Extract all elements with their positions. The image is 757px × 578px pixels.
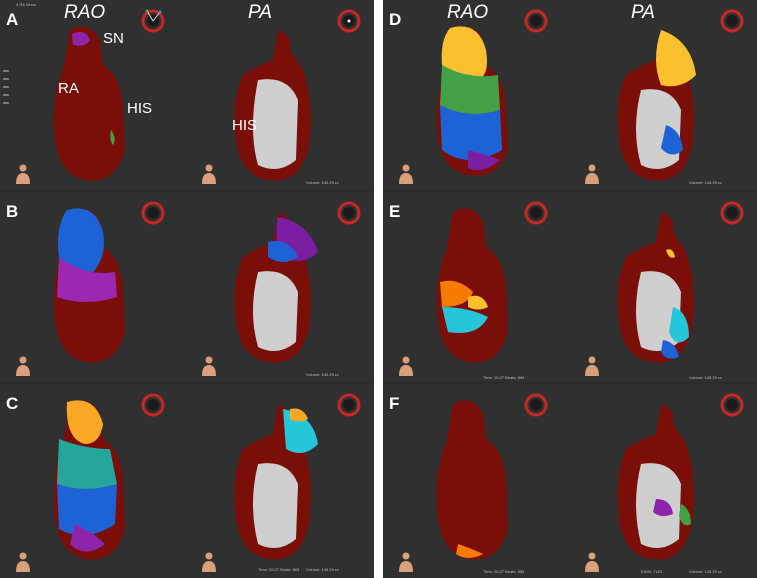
orientation-compass-icon[interactable] <box>523 8 549 34</box>
map-label: 3 RA Sinus <box>16 2 36 7</box>
panel-e-rao-view[interactable]: E Time: 10:27 Beats: 884 <box>383 192 569 382</box>
ewm-readout: EWM: 7120 <box>641 569 662 574</box>
torso-avatar-icon[interactable] <box>14 356 32 376</box>
view-label-pa: PA <box>248 2 272 23</box>
anatomy-label-his: HIS <box>232 117 258 134</box>
volume-readout: Volume: 145.29 cc <box>689 569 722 574</box>
panel-f: F Time: 20:27 Beats: 883 <box>383 384 757 578</box>
torso-avatar-icon[interactable] <box>583 356 601 376</box>
left-column: A RAO 3 RA Sinus SN RA HIS <box>0 0 374 578</box>
torso-avatar-icon[interactable] <box>14 552 32 572</box>
panel-f-rao-view[interactable]: F Time: 20:27 Beats: 883 <box>383 384 569 578</box>
panel-letter: A <box>6 10 19 29</box>
panel-e: E Time: 10:27 Beats: 884 <box>383 192 757 382</box>
view-label-pa: PA <box>631 2 655 23</box>
panel-b-rao-view[interactable]: B <box>0 192 186 382</box>
atrial-map-3d[interactable] <box>428 202 518 372</box>
time-readout: Time: 10:27 Beats: 884 <box>483 375 525 380</box>
panel-letter: F <box>389 394 400 413</box>
panel-c: C <box>0 384 374 578</box>
orientation-compass-icon[interactable] <box>523 200 549 226</box>
torso-avatar-icon[interactable] <box>397 164 415 184</box>
anatomy-label-ra: RA <box>58 80 79 97</box>
torso-avatar-icon[interactable] <box>14 164 32 184</box>
atrial-map-3d[interactable] <box>611 212 711 372</box>
torso-avatar-icon[interactable] <box>583 164 601 184</box>
panel-a-rao-view[interactable]: A RAO 3 RA Sinus SN RA HIS <box>0 0 186 190</box>
atrial-map-3d[interactable] <box>228 212 328 372</box>
atrial-map-3d[interactable] <box>428 394 518 569</box>
panel-f-pa-view[interactable]: EWM: 7120 Volume: 145.29 cc <box>571 384 757 578</box>
orientation-compass-icon[interactable] <box>140 392 166 418</box>
orientation-compass-icon[interactable] <box>336 392 362 418</box>
torso-avatar-icon[interactable] <box>583 552 601 572</box>
panel-b: B <box>0 192 374 382</box>
torso-avatar-icon[interactable] <box>200 356 218 376</box>
atrial-map-3d[interactable] <box>228 30 318 190</box>
view-label-rao: RAO <box>64 2 106 23</box>
atrial-map-3d[interactable] <box>228 404 328 569</box>
torso-avatar-icon[interactable] <box>397 356 415 376</box>
orientation-compass-icon[interactable] <box>719 392 745 418</box>
orientation-compass-icon[interactable] <box>140 8 166 34</box>
panel-d: D RAO PA <box>383 0 757 190</box>
panel-c-pa-view[interactable]: Time: 20:27 Beats: 883 Volume: 145.29 cc <box>188 384 374 578</box>
orientation-compass-icon[interactable] <box>719 200 745 226</box>
view-label-rao: RAO <box>447 2 489 23</box>
torso-avatar-icon[interactable] <box>200 164 218 184</box>
atrial-map-3d[interactable] <box>428 20 518 185</box>
volume-readout: Volume: 145.29 cc <box>689 375 722 380</box>
right-column: D RAO PA <box>383 0 757 578</box>
panel-letter: B <box>6 202 19 221</box>
orientation-compass-icon[interactable] <box>336 200 362 226</box>
panel-b-pa-view[interactable]: Volume: 145.29 cc <box>188 192 374 382</box>
depth-scale <box>3 70 13 110</box>
torso-avatar-icon[interactable] <box>200 552 218 572</box>
volume-readout: Volume: 145.29 cc <box>306 180 339 185</box>
volume-readout: Volume: 145.29 cc <box>306 372 339 377</box>
orientation-compass-icon[interactable] <box>336 8 362 34</box>
atrial-map-3d[interactable] <box>45 20 135 190</box>
panel-letter: D <box>389 10 402 29</box>
volume-readout: Volume: 145.29 cc <box>689 180 722 185</box>
panel-e-pa-view[interactable]: Volume: 145.29 cc <box>571 192 757 382</box>
anatomy-label-sn: SN <box>103 30 124 47</box>
anatomy-label-his: HIS <box>127 100 153 117</box>
atrial-map-3d[interactable] <box>611 30 711 190</box>
panel-d-rao-view[interactable]: D RAO <box>383 0 569 190</box>
panel-d-pa-view[interactable]: PA Volume: 145.29 cc <box>571 0 757 190</box>
orientation-compass-icon[interactable] <box>523 392 549 418</box>
orientation-compass-icon[interactable] <box>719 8 745 34</box>
torso-avatar-icon[interactable] <box>397 552 415 572</box>
panel-a: A RAO 3 RA Sinus SN RA HIS <box>0 0 374 190</box>
atrial-map-3d[interactable] <box>45 394 135 569</box>
atrial-map-3d[interactable] <box>611 404 711 569</box>
panel-letter: E <box>389 202 401 221</box>
panel-letter: C <box>6 394 19 413</box>
time-readout: Time: 20:27 Beats: 883 <box>258 567 300 572</box>
volume-readout: Volume: 145.29 cc <box>306 567 339 572</box>
panel-a-pa-view[interactable]: PA HIS Volume: 145.29 cc <box>188 0 374 190</box>
atrial-map-3d[interactable] <box>45 202 135 372</box>
panel-c-rao-view[interactable]: C <box>0 384 186 578</box>
orientation-compass-icon[interactable] <box>140 200 166 226</box>
time-readout: Time: 20:27 Beats: 883 <box>483 569 525 574</box>
